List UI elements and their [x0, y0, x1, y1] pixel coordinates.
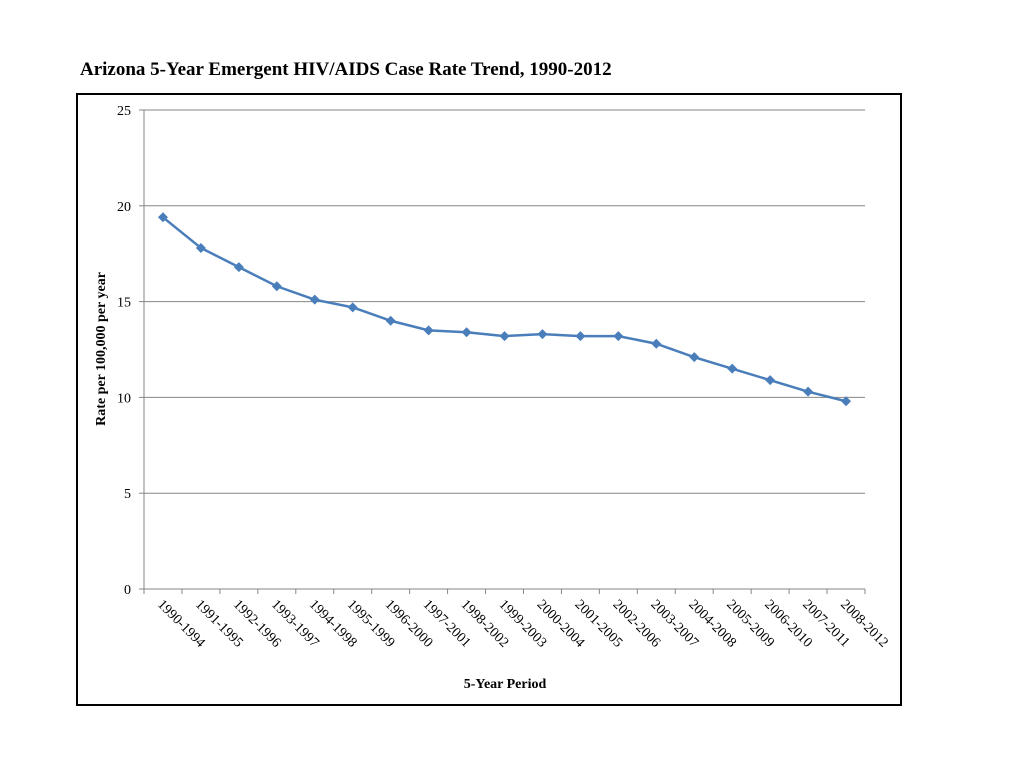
axes — [139, 109, 866, 594]
data-point-marker — [271, 281, 282, 292]
data-point-marker — [803, 386, 814, 397]
page-title: Arizona 5-Year Emergent HIV/AIDS Case Ra… — [80, 59, 612, 80]
data-point-marker — [347, 302, 358, 313]
y-tick-label: 5 — [124, 487, 131, 502]
data-point-marker — [195, 242, 206, 253]
y-tick-labels: 0 5 10 15 20 25 — [117, 104, 131, 598]
data-point-marker — [499, 331, 510, 342]
data-point-marker — [461, 327, 472, 338]
data-point-marker — [233, 262, 244, 273]
data-markers — [157, 212, 852, 407]
data-point-marker — [423, 325, 434, 336]
data-point-marker — [309, 294, 320, 305]
y-tick-label: 15 — [117, 296, 131, 311]
y-tick-label: 0 — [124, 583, 131, 598]
y-tick-label: 20 — [117, 200, 131, 215]
data-point-marker — [727, 363, 738, 374]
data-point-marker — [765, 375, 776, 386]
y-tick-label: 10 — [117, 391, 131, 406]
data-point-marker — [385, 315, 396, 326]
x-tick-labels: 1990-19941991-19951992-19961993-19971994… — [154, 597, 891, 651]
y-axis-title: Rate per 100,000 per year — [94, 272, 109, 426]
data-point-marker — [613, 331, 624, 342]
data-point-marker — [575, 331, 586, 342]
x-axis-title: 5-Year Period — [464, 677, 547, 692]
data-point-marker — [537, 329, 548, 340]
data-point-marker — [689, 352, 700, 363]
gridlines — [144, 109, 865, 494]
data-point-marker — [841, 396, 852, 407]
chart-frame — [76, 93, 902, 706]
series-line — [162, 216, 847, 403]
data-point-marker — [651, 338, 662, 349]
y-tick-label: 25 — [117, 104, 131, 119]
data-point-marker — [157, 212, 168, 223]
